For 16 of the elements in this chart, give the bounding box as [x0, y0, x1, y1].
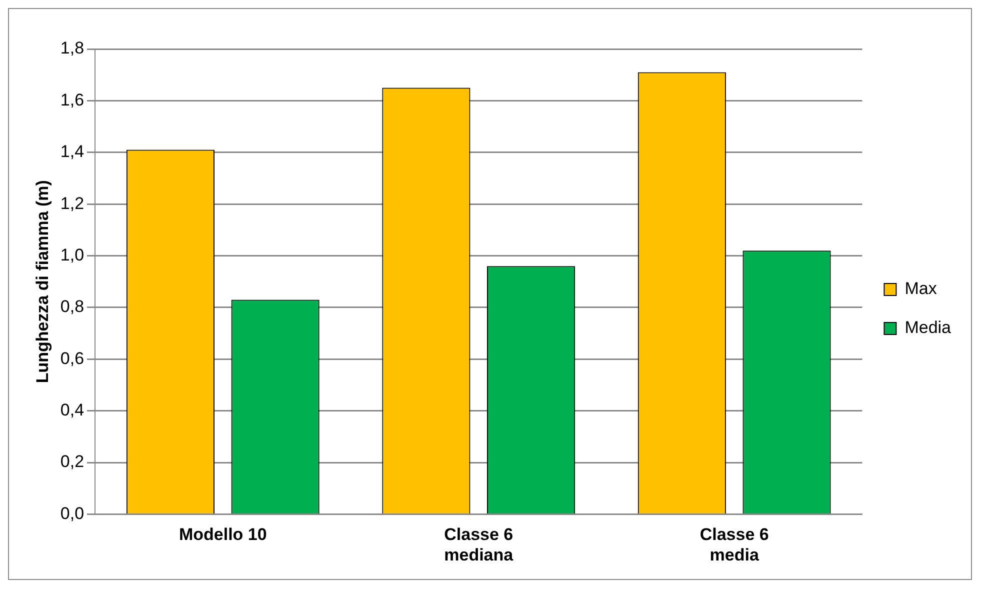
y-tick-label: 1,8 [60, 38, 84, 58]
y-tick-label: 0,6 [60, 348, 84, 368]
y-tick-label: 1,4 [60, 142, 84, 162]
y-tick-label: 1,6 [60, 90, 84, 110]
y-tick-label: 1,0 [60, 245, 84, 264]
y-tick-label: 0,8 [60, 297, 84, 316]
x-tick-label: Classe 6 mediana [444, 525, 514, 564]
x-tick-label: Classe 6 media [700, 525, 769, 564]
x-tick-label: Modello 10 [178, 525, 267, 544]
y-axis-title: Lunghezza di fiamma (m) [32, 180, 52, 384]
legend-label: Media [904, 318, 952, 338]
y-tick-label: 0,0 [60, 504, 84, 523]
y-tick-label: 0,4 [60, 400, 84, 420]
legend-label: Max [904, 279, 938, 298]
y-tick-label: 1,2 [60, 194, 84, 213]
y-tick-label: 0,2 [60, 452, 84, 472]
